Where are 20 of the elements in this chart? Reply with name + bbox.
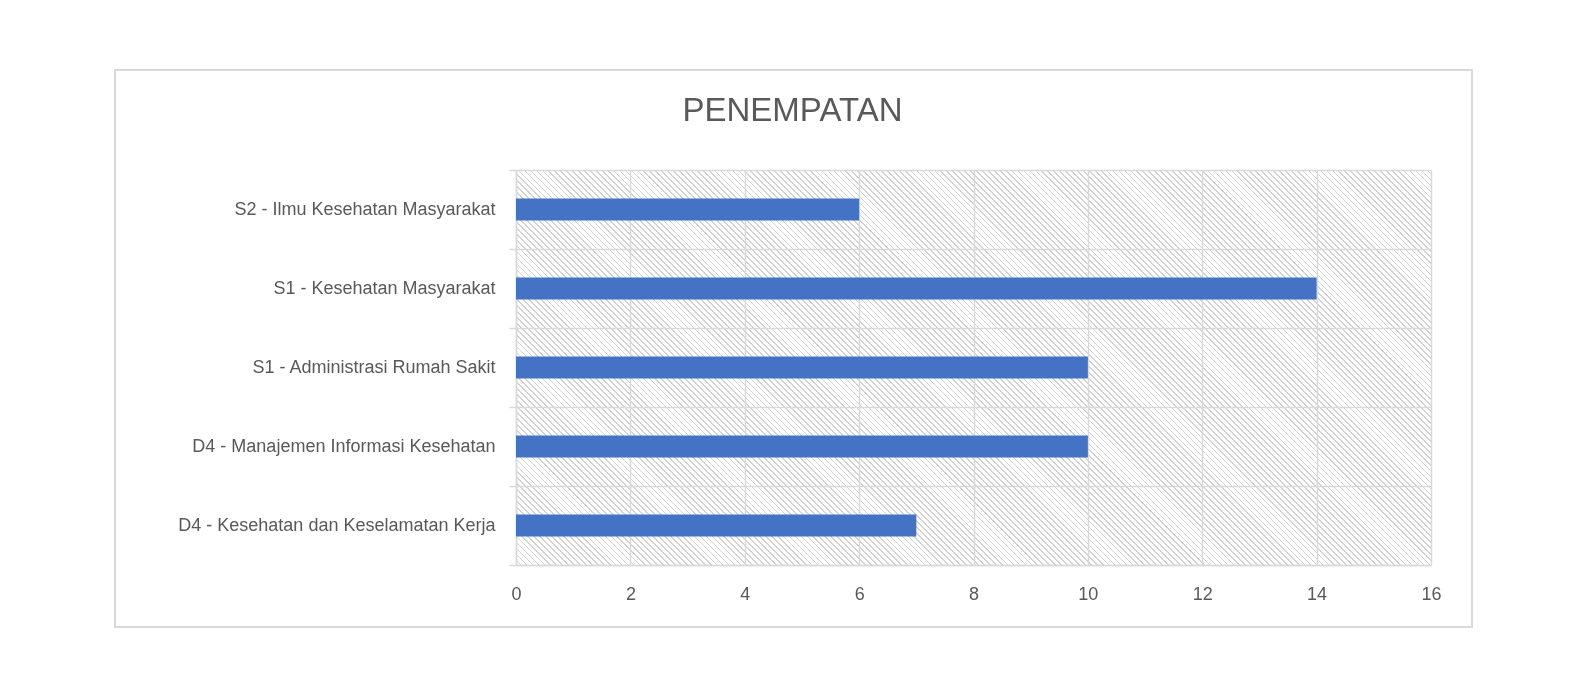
y-tick-label: D4 - Manajemen Informasi Kesehatan bbox=[192, 436, 496, 456]
x-tick-label: 4 bbox=[740, 583, 751, 604]
chart-title: PENEMPATAN bbox=[682, 91, 903, 128]
x-tick-label: 12 bbox=[1192, 583, 1213, 604]
bar bbox=[516, 435, 1088, 458]
x-tick-label: 16 bbox=[1421, 583, 1442, 604]
bar bbox=[516, 277, 1317, 300]
y-tick-label: S1 - Kesehatan Masyarakat bbox=[273, 278, 496, 298]
x-tick-label: 0 bbox=[511, 583, 522, 604]
y-tick-label: S2 - Ilmu Kesehatan Masyarakat bbox=[234, 199, 496, 219]
bar bbox=[516, 514, 917, 537]
x-tick-label: 14 bbox=[1307, 583, 1328, 604]
y-tick-label: S1 - Administrasi Rumah Sakit bbox=[252, 357, 496, 377]
x-tick-label: 8 bbox=[968, 583, 980, 604]
x-tick-label: 2 bbox=[625, 583, 636, 604]
x-tick-label: 6 bbox=[854, 583, 865, 604]
x-tick-label: 10 bbox=[1078, 583, 1099, 604]
y-tick-label: D4 - Kesehatan dan Keselamatan Kerja bbox=[178, 515, 497, 535]
bar bbox=[516, 198, 860, 221]
bar bbox=[516, 356, 1088, 379]
